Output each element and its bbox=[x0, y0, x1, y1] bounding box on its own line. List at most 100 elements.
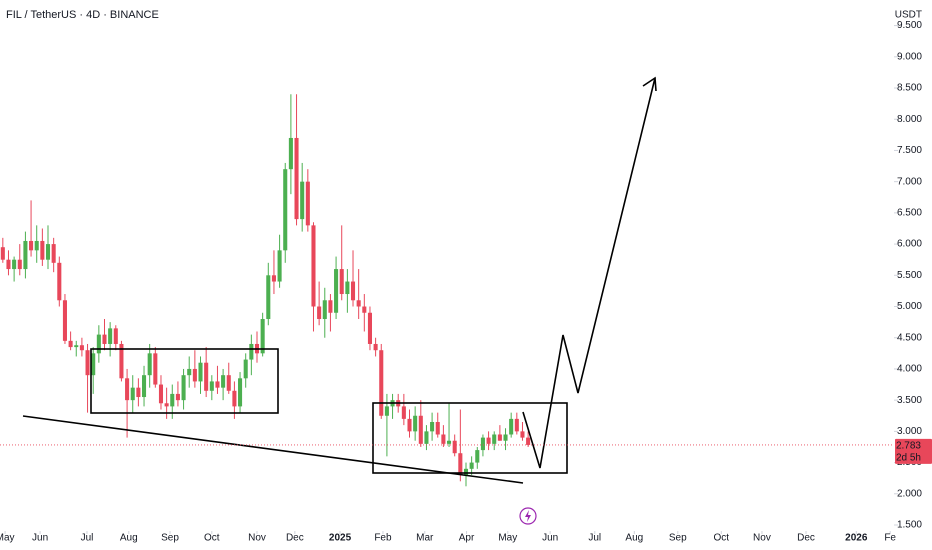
last-price-box bbox=[895, 438, 932, 464]
candle-body bbox=[215, 381, 220, 388]
candle-body bbox=[260, 318, 265, 354]
x-tick-label: Aug bbox=[625, 533, 643, 544]
last-price-label: 2.783 bbox=[896, 441, 921, 452]
candle-body bbox=[136, 387, 141, 398]
candle-body bbox=[356, 300, 361, 307]
x-tick-label: Oct bbox=[204, 533, 220, 544]
candle-body bbox=[317, 306, 322, 319]
x-tick-label: Nov bbox=[248, 533, 266, 544]
candle-body bbox=[452, 440, 457, 454]
candle-body bbox=[413, 415, 418, 432]
candle-body bbox=[271, 275, 276, 282]
y-tick-label: 2.000 bbox=[897, 488, 922, 499]
candle-body bbox=[350, 281, 356, 301]
candle-body bbox=[175, 393, 180, 401]
candle-body bbox=[45, 244, 51, 260]
candle-body bbox=[204, 362, 209, 391]
y-tick-label: 9.500 bbox=[897, 20, 922, 31]
candle-body bbox=[102, 334, 107, 344]
candle-body bbox=[96, 334, 101, 354]
x-tick-label: Feb bbox=[374, 533, 392, 544]
candle-body bbox=[469, 462, 474, 469]
projection-path bbox=[522, 77, 656, 469]
x-tick-label: Mar bbox=[416, 533, 434, 544]
candle-body bbox=[125, 378, 130, 401]
candle-body bbox=[520, 431, 525, 438]
candle-body bbox=[23, 240, 28, 270]
candle-body bbox=[345, 281, 350, 295]
candle-body bbox=[158, 384, 164, 404]
candle-body bbox=[514, 418, 519, 432]
candle-body bbox=[277, 250, 282, 282]
candle-body bbox=[198, 362, 203, 382]
y-tick-label: 3.500 bbox=[897, 395, 922, 406]
candle-body bbox=[322, 300, 327, 319]
candle-body bbox=[181, 375, 186, 401]
x-tick-label: Sep bbox=[669, 533, 687, 544]
candle-body bbox=[367, 312, 372, 344]
candle-body bbox=[108, 328, 113, 344]
x-tick-label: 2026 bbox=[845, 533, 868, 544]
x-tick-label: Sep bbox=[161, 533, 179, 544]
x-tick-label: Nov bbox=[753, 533, 771, 544]
candle-body bbox=[447, 440, 452, 444]
candle-body bbox=[221, 375, 226, 388]
candle-body bbox=[441, 434, 446, 444]
candle-body bbox=[40, 240, 45, 260]
y-tick-label: 5.500 bbox=[897, 270, 922, 281]
candle-body bbox=[503, 434, 508, 441]
candle-body bbox=[311, 225, 316, 307]
trend-line bbox=[22, 415, 524, 484]
x-tick-label: Jun bbox=[32, 533, 48, 544]
candle-body bbox=[57, 262, 62, 301]
candle-body bbox=[294, 137, 299, 220]
x-tick-label: Jul bbox=[588, 533, 601, 544]
event-icon[interactable] bbox=[519, 507, 537, 525]
y-tick-label: 1.500 bbox=[897, 520, 922, 531]
candle-body bbox=[407, 418, 412, 432]
candle-body bbox=[243, 359, 248, 379]
x-tick-label: May bbox=[0, 533, 15, 544]
candle-body bbox=[401, 406, 406, 419]
y-tick-label: 9.000 bbox=[897, 51, 922, 62]
x-tick-label: Oct bbox=[714, 533, 730, 544]
x-tick-label: Fe bbox=[884, 533, 896, 544]
candle-body bbox=[85, 350, 90, 376]
candle-body bbox=[492, 434, 497, 444]
candle-body bbox=[209, 381, 214, 391]
candle-body bbox=[238, 378, 243, 407]
plot-area bbox=[0, 94, 531, 487]
drawings bbox=[22, 76, 657, 484]
y-tick-label: 4.500 bbox=[897, 332, 922, 343]
candle-body bbox=[119, 343, 124, 379]
y-tick-label: 5.000 bbox=[897, 301, 922, 312]
candle-body bbox=[232, 390, 237, 407]
candle-body bbox=[91, 353, 96, 376]
x-tick-label: Jun bbox=[542, 533, 558, 544]
x-tick-label: Dec bbox=[286, 533, 304, 544]
candle-body bbox=[170, 393, 175, 407]
candle-body bbox=[17, 259, 22, 270]
y-tick-label: 6.000 bbox=[897, 239, 922, 250]
x-tick-label: 2025 bbox=[329, 533, 352, 544]
candle-body bbox=[6, 259, 11, 270]
candle-body bbox=[430, 422, 435, 432]
candle-body bbox=[130, 387, 135, 401]
y-tick-label: 6.500 bbox=[897, 208, 922, 219]
candle-body bbox=[266, 275, 271, 319]
candle-body bbox=[379, 350, 384, 416]
candle-body bbox=[526, 437, 531, 445]
candle-body bbox=[475, 450, 480, 463]
currency-label: USDT bbox=[895, 10, 922, 21]
candle-body bbox=[0, 247, 5, 260]
candle-body bbox=[147, 353, 152, 376]
x-tick-label: Aug bbox=[120, 533, 138, 544]
candle-body bbox=[113, 328, 118, 344]
y-tick-label: 3.000 bbox=[897, 426, 922, 437]
arrow-head bbox=[642, 76, 657, 92]
x-tick-label: May bbox=[498, 533, 517, 544]
candle-body bbox=[463, 468, 469, 476]
candle-body bbox=[300, 181, 305, 220]
